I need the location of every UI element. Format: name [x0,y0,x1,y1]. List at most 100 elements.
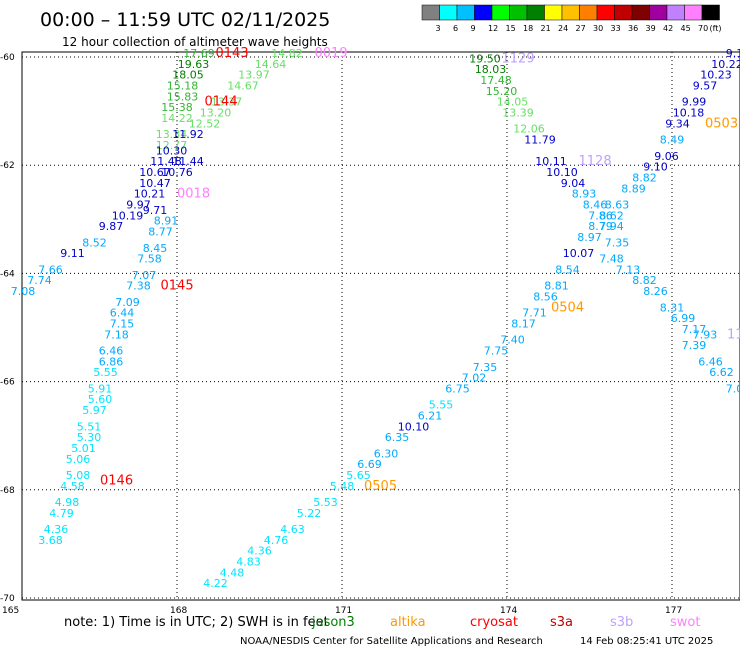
swh-value: 6.99 [671,312,696,325]
swh-value: 15.20 [486,85,518,98]
swh-value: 7.94 [599,220,624,233]
color-swatch [649,4,668,21]
x-tick-label: 171 [335,606,352,616]
color-scale-tick: 33 [611,24,621,33]
swh-value: 7.39 [682,339,707,352]
swh-value: 4.63 [280,523,305,536]
y-tick-label: -66 [0,378,15,388]
plot-area [21,51,740,601]
swh-value: 10.76 [161,166,193,179]
swh-value: 7.05 [726,382,740,395]
color-swatch [631,4,650,21]
swh-value: 7.38 [126,280,151,293]
swh-value: 5.48 [330,480,355,493]
legend-entry: s3a [550,615,573,630]
footer-timestamp: 14 Feb 08:25:41 UTC 2025 [580,636,713,647]
x-tick-label: 168 [170,606,187,616]
swh-value: 7.48 [599,253,624,266]
swh-value: 17.48 [480,74,512,87]
swh-value: 14.22 [161,112,193,125]
swh-value: 15.18 [167,79,199,92]
color-scale-bar: 3 6 9 12 15 18 21 24 27 30 33 36 39 42 45 70 (ft) [421,4,722,33]
swh-value: 8.54 [555,263,580,276]
legend-entry: s3b [610,615,633,630]
swh-value: 12.52 [189,117,221,130]
swh-value: 19.63 [178,58,210,71]
swh-value: 14.82 [271,47,303,60]
pass-time-label: 0503 [705,116,738,131]
swh-value: 15.83 [167,90,199,103]
swh-value: 5.30 [77,431,102,444]
swh-value: 7.58 [137,253,162,266]
swh-value: 13.97 [238,69,270,82]
swh-value: 4.36 [44,523,69,536]
swh-value: 5.91 [88,382,113,395]
pass-time-label: 0146 [100,473,133,488]
y-tick-label: -62 [0,161,15,171]
color-swatch [509,4,528,21]
swh-value: 7.86 [588,209,613,222]
color-swatch [614,4,633,21]
swh-value: 10.10 [398,420,430,433]
swh-value: 13.20 [200,107,232,120]
swh-value: 8.52 [82,236,107,249]
color-scale-tick: 30 [593,24,603,33]
page-subtitle: 12 hour collection of altimeter wave hei… [62,35,328,49]
swh-value: 9.87 [99,220,124,233]
swh-value: 6.35 [385,431,410,444]
y-tick-label: -64 [0,269,15,279]
swh-value: 7.18 [104,328,129,341]
swh-value: 10.23 [700,69,732,82]
color-scale-tick: 21 [541,24,551,33]
swh-value: 8.77 [148,226,173,239]
swh-value: 6.86 [99,355,124,368]
swh-value: 11.44 [172,155,204,168]
swh-value: 8.82 [632,274,657,287]
swh-value: 9.04 [561,177,586,190]
color-scale-tick: 12 [488,24,498,33]
swh-value: 5.65 [346,469,371,482]
pass-time-label: 0145 [161,279,194,294]
pass-time-label: 0018 [177,187,210,202]
swh-value: 9.11 [60,247,85,260]
swh-value: 8.17 [511,318,536,331]
legend-entry: swot [670,615,700,630]
swh-value: 17.69 [183,47,215,60]
color-swatch [526,4,545,21]
swh-value: 18.03 [475,63,507,76]
swh-value: 4.79 [49,507,74,520]
swh-value: 5.97 [82,404,107,417]
color-scale-tick: 9 [471,24,476,33]
color-swatch [421,4,440,21]
swh-value: 4.83 [236,556,261,569]
swh-value: 5.55 [93,366,118,379]
swh-value: 8.91 [154,215,179,228]
swh-value: 7.35 [605,236,630,249]
swh-value: 10.18 [673,107,705,120]
swh-value: 4.36 [247,545,272,558]
color-swatch [561,4,580,21]
swh-value: 7.07 [132,269,157,282]
color-swatch [544,4,563,21]
swh-value: 9.10 [643,161,668,174]
x-tick-label: 165 [2,606,19,616]
time-labels: 0143 0144 0145 0146 0019 0018 1129 1128 1127 0505… [100,46,740,494]
swh-value: 9.97 [126,198,151,211]
swh-value: 4.48 [220,566,245,579]
color-scale-tick: 24 [558,24,568,33]
swh-value: 10.19 [112,209,144,222]
swh-value: 6.69 [357,458,382,471]
color-scale-tick: 6 [453,24,458,33]
color-scale-tick: 39 [646,24,656,33]
swh-value: 11.79 [524,134,556,147]
swh-value: 5.55 [429,399,454,412]
color-swatch [439,4,458,21]
pass-time-label: 0504 [551,300,584,315]
swh-value: 7.09 [115,296,140,309]
swh-value: 7.93 [693,328,718,341]
swh-value: 10.67 [139,166,171,179]
swh-value: 5.53 [313,496,338,509]
pass-time-label: 0144 [205,95,238,110]
swh-value: 6.46 [99,345,124,358]
